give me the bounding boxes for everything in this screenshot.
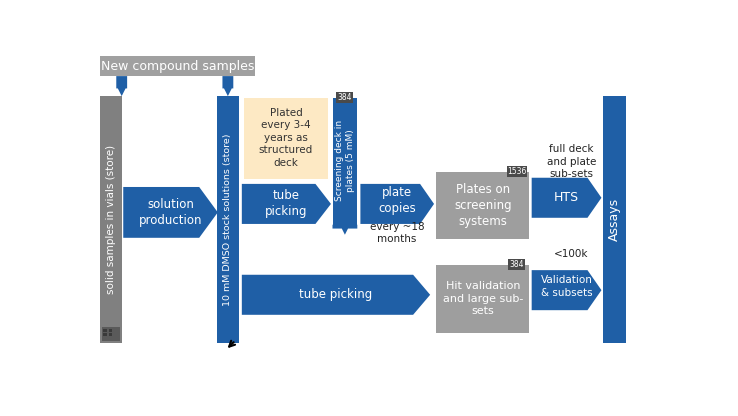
Text: solid samples in vials (store): solid samples in vials (store): [106, 145, 116, 294]
Text: every ~18
months: every ~18 months: [370, 222, 424, 244]
Bar: [436, 171, 529, 239]
Bar: [244, 98, 328, 178]
Polygon shape: [242, 275, 430, 315]
Bar: [102, 327, 120, 341]
Polygon shape: [117, 76, 127, 96]
Bar: [333, 98, 357, 225]
Bar: [603, 96, 627, 342]
Text: New compound samples: New compound samples: [101, 59, 254, 72]
Bar: [507, 166, 527, 177]
Text: Plates on
screening
systems: Plates on screening systems: [454, 183, 511, 228]
Text: 384: 384: [510, 260, 524, 269]
Text: 384: 384: [338, 93, 352, 102]
Text: Plated
every 3-4
years as
structured
deck: Plated every 3-4 years as structured dec…: [259, 108, 313, 168]
Text: solution
production: solution production: [139, 198, 202, 227]
Bar: [508, 259, 525, 270]
Text: tube
picking: tube picking: [265, 189, 307, 218]
Text: 1536: 1536: [507, 167, 527, 176]
Bar: [217, 96, 238, 342]
Polygon shape: [333, 225, 357, 235]
Bar: [436, 265, 529, 332]
Text: tube picking: tube picking: [299, 288, 372, 301]
Bar: [103, 333, 107, 337]
Text: Hit validation
and large sub-
sets: Hit validation and large sub- sets: [443, 281, 523, 316]
Bar: [337, 92, 354, 103]
Text: 10 mM DMSO stock solutions (store): 10 mM DMSO stock solutions (store): [224, 133, 232, 306]
Bar: [100, 96, 122, 342]
Text: Validation
& subsets: Validation & subsets: [541, 275, 593, 297]
Polygon shape: [123, 187, 218, 238]
Text: full deck
and plate
sub-sets: full deck and plate sub-sets: [547, 144, 596, 179]
Polygon shape: [531, 270, 601, 310]
Bar: [103, 329, 107, 332]
Bar: [108, 333, 112, 337]
Polygon shape: [531, 178, 601, 218]
Polygon shape: [242, 184, 331, 224]
Polygon shape: [360, 184, 434, 224]
Polygon shape: [222, 76, 233, 96]
Text: Assays: Assays: [608, 198, 621, 241]
Text: Screening deck in
plates (5 mM): Screening deck in plates (5 mM): [335, 120, 355, 201]
Text: <100k: <100k: [554, 249, 588, 259]
Text: HTS: HTS: [554, 191, 579, 204]
Bar: [100, 56, 255, 76]
Bar: [108, 329, 112, 332]
Text: plate
copies: plate copies: [378, 186, 415, 215]
